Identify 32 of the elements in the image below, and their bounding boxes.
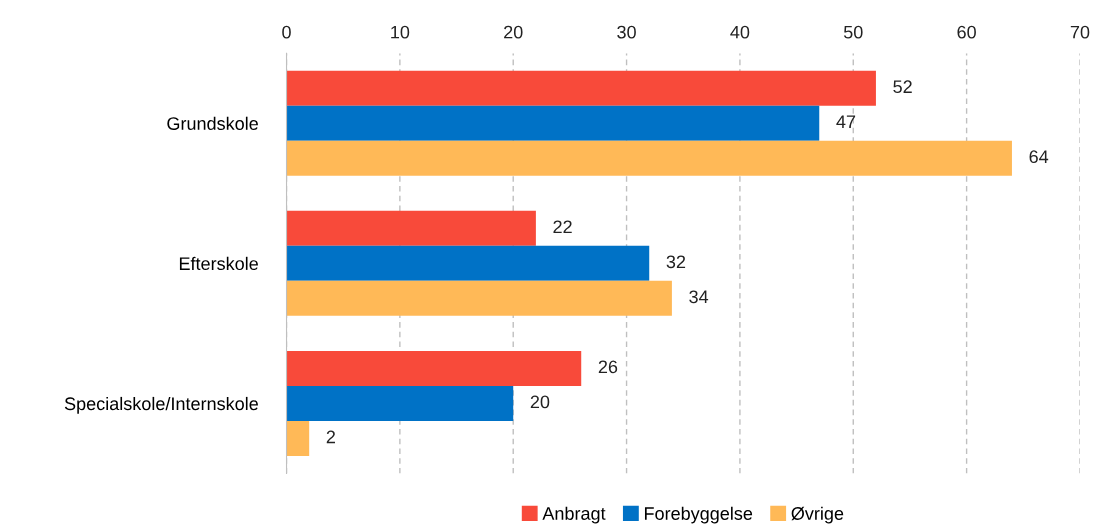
data-label: 32 (666, 255, 686, 269)
data-label: 47 (836, 115, 856, 128)
bar (286, 105, 820, 141)
data-label: 64 (1029, 150, 1049, 164)
bar (286, 140, 1012, 176)
x-tick-label: 30 (617, 25, 636, 39)
legend-label: Øvrige (791, 506, 844, 524)
x-tick-label: 70 (1070, 25, 1090, 39)
data-label: 22 (553, 220, 572, 233)
bar (286, 350, 582, 386)
x-tick-label: 10 (391, 25, 410, 39)
x-tick-label: 60 (957, 25, 976, 39)
x-tick-label: 40 (730, 25, 750, 39)
y-tick-label: Specialskole/Internskole (64, 396, 258, 414)
legend-label: Anbragt (542, 506, 606, 524)
data-label: 34 (689, 290, 709, 304)
data-label: 26 (598, 360, 618, 374)
y-tick-label: Grundskole (167, 116, 258, 130)
data-label: 52 (893, 80, 912, 94)
bar (286, 385, 514, 421)
x-tick-label: 50 (843, 25, 863, 39)
x-tick-label: 20 (504, 25, 523, 39)
legend-label: Forebyggelse (644, 506, 753, 524)
data-label: 2 (326, 430, 335, 444)
bar (286, 280, 672, 316)
x-tick-label: 0 (282, 25, 291, 39)
bar (286, 420, 310, 456)
bar (286, 210, 536, 246)
data-label: 20 (530, 395, 550, 409)
y-tick-label: Efterskole (179, 256, 258, 271)
bar (286, 70, 876, 106)
bar (286, 245, 650, 281)
